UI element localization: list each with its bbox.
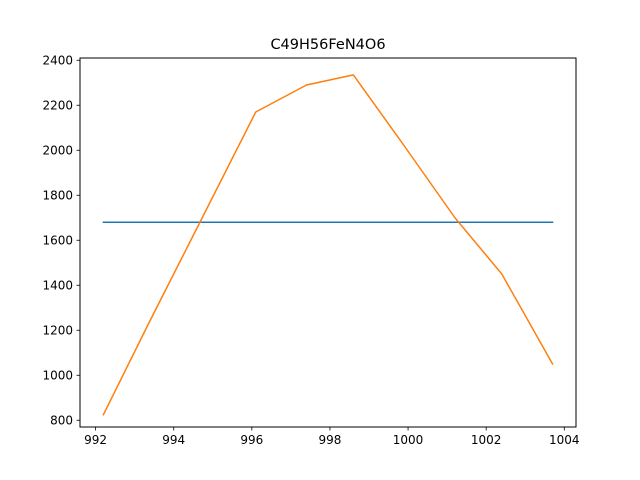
x-tick-label: 998 [318,433,341,447]
series-line-1 [102,74,554,416]
chart-title: C49H56FeN4O6 [270,37,385,53]
y-tick-label: 1600 [42,234,73,248]
y-tick-label: 2400 [42,54,73,68]
x-tick-label: 992 [84,433,107,447]
x-tick-label: 1000 [393,433,424,447]
y-tick-label: 1800 [42,189,73,203]
y-tick-label: 800 [50,414,73,428]
x-tick-label: 994 [162,433,185,447]
plot-frame [79,57,577,428]
x-tick-label: 1004 [549,433,580,447]
axis-layer: 992 994 996 998 1000 1002 1004 800 1000 1200 1400 1… [42,54,579,447]
plot-area [80,58,576,427]
y-tick-label: 1400 [42,279,73,293]
y-tick-label: 2200 [42,99,73,113]
x-tick-label: 1002 [471,433,502,447]
y-tick-label: 1200 [42,324,73,338]
y-tick-label: 1000 [42,369,73,383]
x-tick-label: 996 [240,433,263,447]
series-layer [102,74,554,416]
y-tick-label: 2000 [42,144,73,158]
